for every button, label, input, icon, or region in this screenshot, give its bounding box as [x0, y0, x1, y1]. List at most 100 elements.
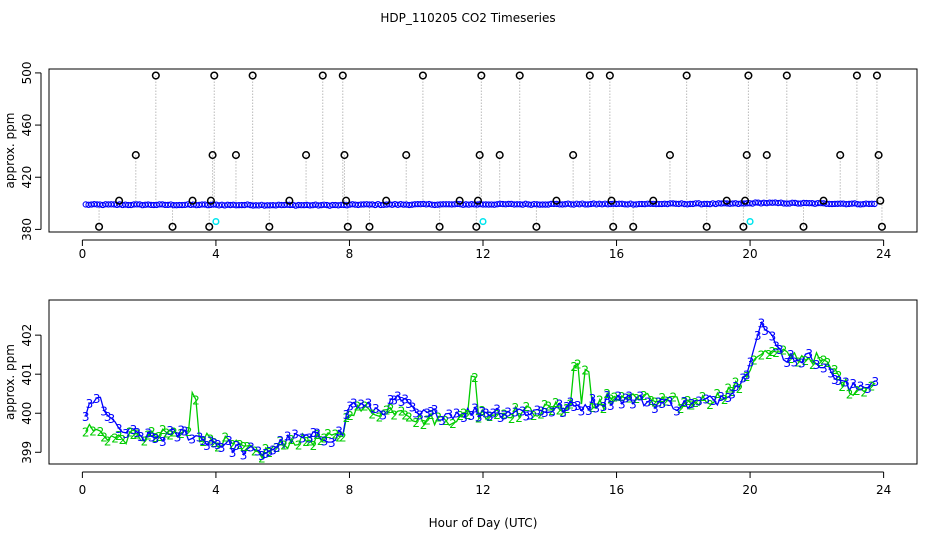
- baseline-point: [783, 200, 790, 207]
- series-2-marker: 2: [155, 430, 163, 444]
- x-tick-label: 20: [742, 483, 757, 497]
- series-3-marker: 3: [519, 405, 527, 419]
- series-2-marker: 2: [743, 370, 751, 384]
- series-2-marker: 2: [633, 392, 641, 406]
- series-3-marker: 3: [651, 402, 659, 416]
- series-2-marker: 2: [552, 396, 560, 410]
- reference-point: [746, 218, 754, 226]
- series-3-marker: 3: [86, 397, 94, 411]
- series-2-marker: 2: [574, 358, 582, 372]
- series-3-marker: 3: [416, 409, 424, 423]
- baseline-point: [857, 201, 864, 208]
- series-2-marker: 2: [515, 411, 523, 425]
- series-3-marker: 3: [328, 436, 336, 450]
- series-3-marker: 3: [666, 395, 674, 409]
- series-3-marker: 3: [578, 405, 586, 419]
- series-3-marker: 3: [232, 439, 240, 453]
- series-2-marker: 2: [838, 380, 846, 394]
- series-3-marker: 3: [174, 431, 182, 445]
- outlier-point: [515, 71, 524, 80]
- series-2-marker: 2: [688, 399, 696, 413]
- series-3-marker: 3: [747, 356, 755, 370]
- series-2-marker: 2: [787, 352, 795, 366]
- outlier-point: [285, 196, 294, 205]
- series-3-marker: 3: [831, 373, 839, 387]
- series-2-marker: 2: [111, 432, 119, 446]
- series-2-marker: 2: [728, 385, 736, 399]
- y-tick-label: 402: [20, 324, 34, 347]
- series-3-marker: 3: [137, 430, 145, 444]
- series-3-marker: 3: [277, 434, 285, 448]
- series-3-marker: 3: [284, 430, 292, 444]
- series-3-marker: 3: [177, 423, 185, 437]
- series-2-marker: 2: [97, 425, 105, 439]
- series-2-marker: 2: [772, 346, 780, 360]
- outlier-point: [877, 222, 886, 231]
- series-2-marker: 2: [288, 433, 296, 447]
- series-2-marker: 2: [769, 345, 777, 359]
- outlier-point: [876, 196, 885, 205]
- baseline-point: [491, 201, 498, 208]
- series-2-marker: 2: [258, 452, 266, 466]
- series-3-marker: 3: [247, 440, 255, 454]
- series-2-marker: 2: [100, 430, 108, 444]
- series-3-marker: 3: [673, 404, 681, 418]
- series-2-marker: 2: [640, 389, 648, 403]
- series-2-marker: 2: [692, 396, 700, 410]
- series-3-marker: 3: [475, 410, 483, 424]
- series-3-marker: 3: [493, 403, 501, 417]
- series-3-marker: 3: [427, 405, 435, 419]
- series-2-marker: 2: [471, 371, 479, 385]
- series-2-marker: 2: [251, 445, 259, 459]
- series-2-marker: 2: [449, 417, 457, 431]
- outlier-point: [382, 196, 391, 205]
- x-axis-label: Hour of Day (UTC): [429, 516, 538, 530]
- series-3-marker: 3: [695, 395, 703, 409]
- baseline-point: [749, 200, 756, 207]
- series-3-marker: 3: [350, 396, 358, 410]
- series-3-marker: 3: [625, 390, 633, 404]
- series-3-marker: 3: [636, 389, 644, 403]
- series-2-marker: 2: [820, 354, 828, 368]
- series-2-marker: 2: [277, 435, 285, 449]
- series-2-marker: 2: [508, 412, 516, 426]
- outlier-point: [477, 71, 486, 80]
- baseline-point: [315, 202, 322, 209]
- x-tick-label: 4: [212, 483, 220, 497]
- series-3-marker: 3: [776, 343, 784, 357]
- series-3-marker: 3: [512, 405, 520, 419]
- series-3-marker: 3: [166, 424, 174, 438]
- bottom-plot-frame: [48, 299, 918, 465]
- series-3-marker: 3: [291, 428, 299, 442]
- series-3-marker: 3: [585, 404, 593, 418]
- series-3-marker: 3: [504, 406, 512, 420]
- series-2-marker: 2: [464, 408, 472, 422]
- series-2-marker: 2: [390, 408, 398, 422]
- series-3-marker: 3: [813, 358, 821, 372]
- baseline-point: [564, 200, 572, 207]
- reference-point: [212, 218, 220, 226]
- series-3-marker: 3: [144, 426, 152, 440]
- reference-point: [479, 218, 487, 226]
- series-3-marker: 3: [842, 375, 850, 389]
- series-3-marker: 3: [313, 427, 321, 441]
- series-2-marker: 2: [420, 418, 428, 432]
- series-2-marker: 2: [493, 408, 501, 422]
- bottom-y-axis-label: approx. ppm: [3, 344, 17, 420]
- outlier-point: [342, 196, 351, 205]
- series-2-marker: 2: [581, 364, 589, 378]
- series-2-marker: 2: [313, 428, 321, 442]
- series-2-marker: 2: [658, 391, 666, 405]
- series-3-marker: 3: [497, 411, 505, 425]
- series-2-marker: 2: [170, 425, 178, 439]
- series-3-marker: 3: [93, 392, 101, 406]
- outlier-point: [585, 71, 594, 80]
- series-2-marker: 2: [185, 425, 193, 439]
- outlier-point: [605, 71, 614, 80]
- series-3-marker: 3: [820, 362, 828, 376]
- series-3-marker: 3: [346, 399, 354, 413]
- series-2-marker: 2: [166, 428, 174, 442]
- series-3-marker: 3: [655, 395, 663, 409]
- series-3-marker: 3: [710, 394, 718, 408]
